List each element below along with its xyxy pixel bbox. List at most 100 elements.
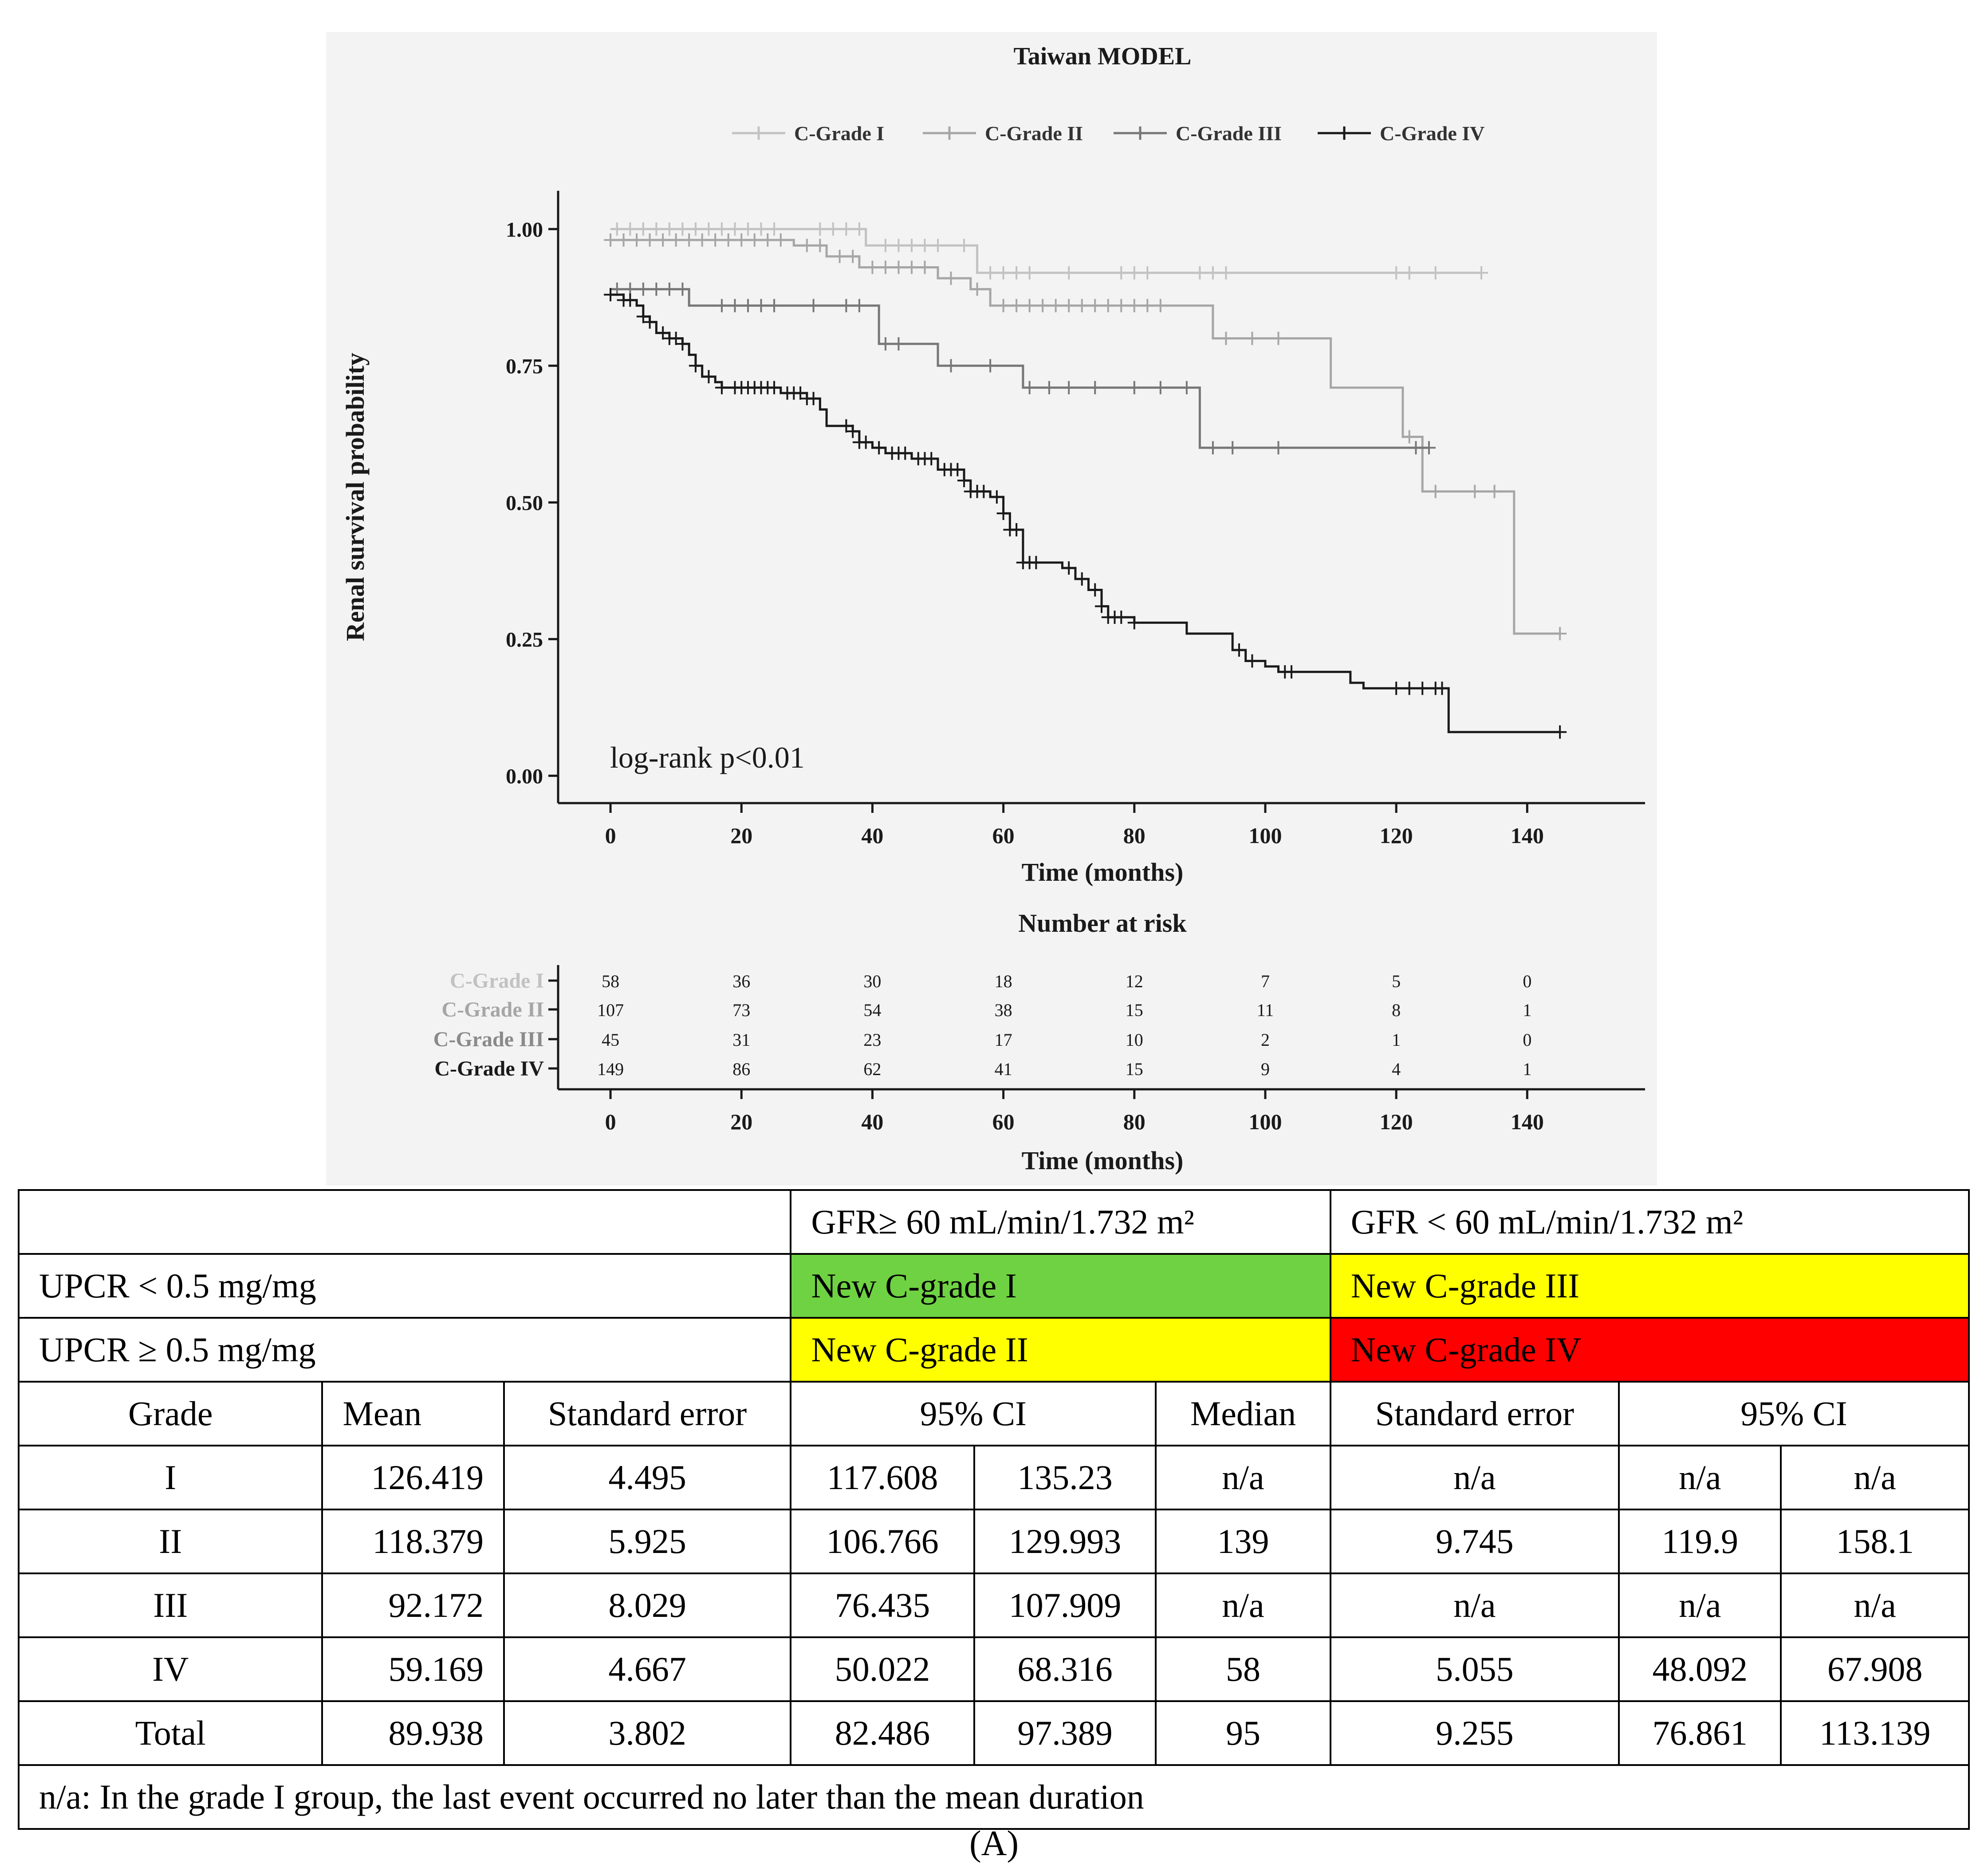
risk-count: 1	[1523, 1059, 1531, 1079]
censor-mark	[970, 282, 984, 296]
risk-count: 8	[1392, 1000, 1401, 1020]
censor-mark	[813, 222, 827, 236]
risk-count: 54	[863, 1000, 881, 1020]
censor-mark	[813, 239, 827, 252]
censor-mark	[656, 326, 670, 340]
censor-mark	[1153, 381, 1167, 394]
axes: 0.00 0.25 0.50 0.75 1.00 0 20 40 60 80 100 120 140	[506, 191, 1645, 848]
cell-mean-ci-high: 97.389	[973, 1700, 1157, 1766]
censor-mark	[1429, 485, 1442, 498]
censor-mark	[905, 260, 918, 274]
censor-mark	[1141, 266, 1154, 280]
censor-mark	[1114, 299, 1128, 312]
cell-mean-ci-high: 135.23	[973, 1445, 1157, 1510]
risk-count: 31	[732, 1030, 750, 1050]
series-c-grade-iv	[604, 288, 1567, 739]
censor-mark	[709, 233, 722, 247]
grade-cell-new-c-grade-ii: New C-grade II	[790, 1317, 1331, 1383]
legend-label: C-Grade I	[794, 122, 884, 145]
risk-x-tick-label: 60	[992, 1109, 1015, 1134]
censor-mark	[859, 435, 873, 449]
censor-mark	[833, 249, 846, 263]
parameter-table: GFR≥ 60 mL/min/1.732 m² GFR < 60 mL/min/…	[17, 1189, 1970, 1830]
censor-mark	[1416, 682, 1429, 695]
censor-mark	[1390, 266, 1403, 280]
censor-mark	[676, 337, 689, 351]
censor-mark	[748, 233, 761, 247]
censor-mark	[898, 446, 912, 460]
censor-mark	[1127, 266, 1141, 280]
table-footnote: n/a: In the grade I group, the last even…	[18, 1764, 1970, 1830]
cell-mean: 118.379	[321, 1509, 505, 1574]
risk-count: 17	[995, 1030, 1012, 1050]
censor-mark	[623, 293, 637, 307]
censor-mark	[1114, 266, 1128, 280]
cell-median-ci-high: 158.1	[1780, 1509, 1970, 1574]
censor-mark	[892, 260, 905, 274]
risk-count: 73	[732, 1000, 750, 1020]
censor-mark	[892, 337, 905, 351]
stats-row-grade-i: I 126.419 4.495 117.608 135.23 n/a n/a n…	[17, 1445, 1970, 1510]
censor-mark	[878, 260, 892, 274]
log-rank-annotation: log-rank p<0.01	[610, 741, 805, 774]
grade-cell-new-c-grade-iv: New C-grade IV	[1329, 1317, 1970, 1383]
cell-median-se: 9.255	[1329, 1700, 1620, 1766]
cell-median-se: n/a	[1329, 1572, 1620, 1638]
cell-mean-ci-low: 82.486	[790, 1700, 975, 1766]
cell-median-ci-high: n/a	[1780, 1445, 1970, 1510]
cell-mean: 59.169	[321, 1636, 505, 1702]
censor-mark	[695, 233, 709, 247]
censor-mark	[1272, 331, 1285, 345]
header-grade: Grade	[17, 1381, 323, 1446]
risk-row: C-Grade III 45 31 23 17 10 2 1 0	[433, 1028, 1532, 1051]
x-tick-label: 140	[1511, 823, 1544, 848]
risk-count: 149	[597, 1059, 624, 1079]
censor-mark	[741, 299, 755, 312]
censor-mark	[1036, 299, 1050, 312]
risk-count: 15	[1126, 1000, 1143, 1020]
risk-count: 15	[1126, 1059, 1143, 1079]
censor-mark	[630, 233, 644, 247]
censor-mark	[1232, 643, 1246, 657]
cell-median: n/a	[1155, 1572, 1331, 1638]
censor-mark	[878, 239, 892, 252]
censor-mark	[951, 463, 964, 477]
cell-median-ci-high: 67.908	[1780, 1636, 1970, 1702]
x-axis-label: Time (months)	[1022, 858, 1184, 887]
x-tick-label: 80	[1123, 823, 1146, 848]
stats-row-grade-iii: III 92.172 8.029 76.435 107.909 n/a n/a …	[17, 1572, 1970, 1638]
cell-mean-ci-high: 68.316	[973, 1636, 1157, 1702]
censor-mark	[774, 233, 787, 247]
survival-line-c-grade-iv	[610, 293, 1560, 733]
censor-mark	[610, 222, 624, 236]
risk-row: C-Grade I 58 36 30 18 12 7 5 0	[450, 969, 1531, 993]
censor-mark	[1075, 572, 1089, 586]
censor-mark	[735, 233, 748, 247]
censor-mark	[715, 299, 728, 312]
risk-row-label: C-Grade IV	[434, 1057, 544, 1080]
risk-table: C-Grade I 58 36 30 18 12 7 5 0C-Grade II 107 73 54 3…	[433, 965, 1645, 1134]
x-tick-label: 0	[605, 823, 616, 848]
censor-mark	[656, 233, 670, 247]
cell-median: 95	[1155, 1700, 1331, 1766]
censor-mark	[1553, 725, 1567, 739]
censor-mark	[1285, 665, 1299, 679]
censor-mark	[977, 485, 991, 498]
censor-mark	[807, 299, 820, 312]
series-c-grade-i	[610, 222, 1488, 280]
header-mean-standard-error: Standard error	[503, 1381, 792, 1446]
censor-mark	[1049, 299, 1063, 312]
censor-mark	[1245, 654, 1259, 668]
censor-mark	[1062, 561, 1076, 575]
censor-mark	[1088, 583, 1102, 597]
risk-count: 58	[602, 971, 619, 991]
cell-median-se: 9.745	[1329, 1509, 1620, 1574]
censor-mark	[689, 222, 702, 236]
risk-x-tick-label: 40	[861, 1109, 883, 1134]
cell-mean-ci-low: 76.435	[790, 1572, 975, 1638]
censor-mark	[984, 359, 997, 373]
censor-mark	[623, 222, 637, 236]
cell-median: 58	[1155, 1636, 1331, 1702]
censor-mark	[650, 222, 663, 236]
risk-x-tick-label: 140	[1511, 1109, 1544, 1134]
